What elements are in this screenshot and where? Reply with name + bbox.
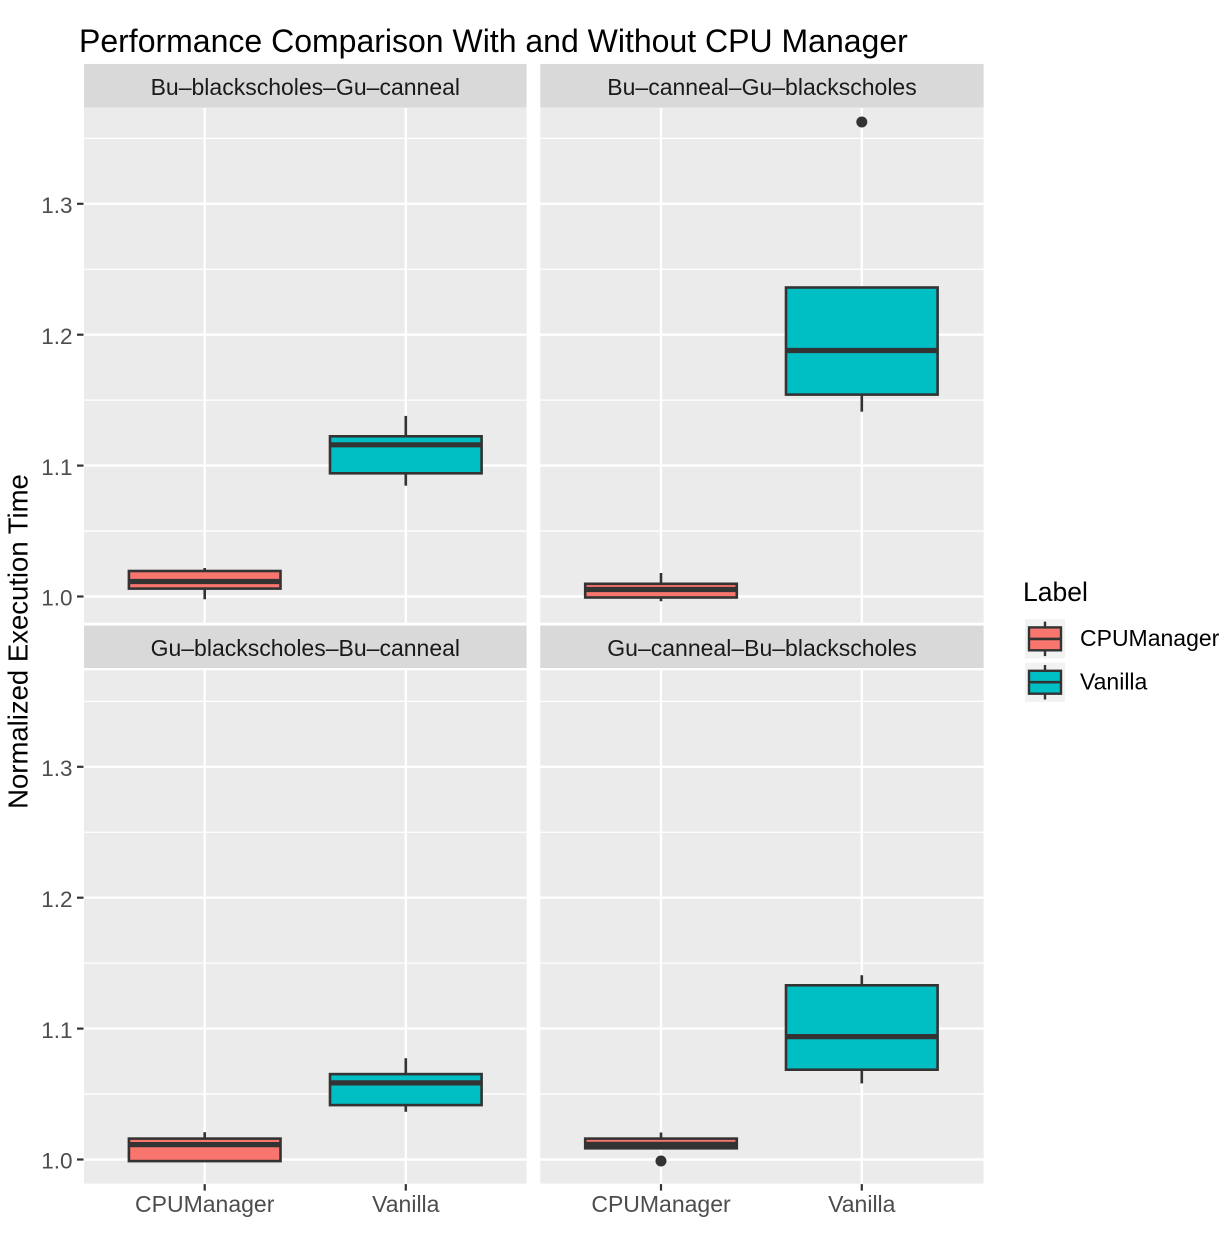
svg-text:Gu–canneal–Bu–blackscholes: Gu–canneal–Bu–blackscholes	[607, 635, 916, 661]
svg-text:1.1: 1.1	[41, 1018, 72, 1043]
svg-text:1.3: 1.3	[41, 756, 72, 781]
svg-text:1.1: 1.1	[41, 455, 72, 480]
svg-text:Performance Comparison With an: Performance Comparison With and Without …	[79, 23, 908, 59]
svg-text:1.0: 1.0	[41, 586, 72, 611]
svg-text:CPUManager: CPUManager	[591, 1191, 731, 1217]
svg-text:Normalized Execution Time: Normalized Execution Time	[3, 474, 34, 809]
svg-text:Bu–canneal–Gu–blackscholes: Bu–canneal–Gu–blackscholes	[607, 74, 916, 100]
svg-text:1.3: 1.3	[41, 193, 72, 218]
svg-text:1.0: 1.0	[41, 1149, 72, 1174]
svg-text:Vanilla: Vanilla	[828, 1191, 896, 1217]
svg-text:CPUManager: CPUManager	[135, 1191, 275, 1217]
svg-text:Vanilla: Vanilla	[372, 1191, 440, 1217]
svg-text:1.2: 1.2	[41, 324, 72, 349]
svg-text:Vanilla: Vanilla	[1080, 669, 1148, 695]
svg-text:1.2: 1.2	[41, 887, 72, 912]
svg-text:CPUManager: CPUManager	[1080, 625, 1220, 651]
svg-text:Gu–blackscholes–Bu–canneal: Gu–blackscholes–Bu–canneal	[151, 635, 460, 661]
svg-text:Bu–blackscholes–Gu–canneal: Bu–blackscholes–Gu–canneal	[151, 74, 460, 100]
svg-text:Label: Label	[1023, 577, 1088, 607]
